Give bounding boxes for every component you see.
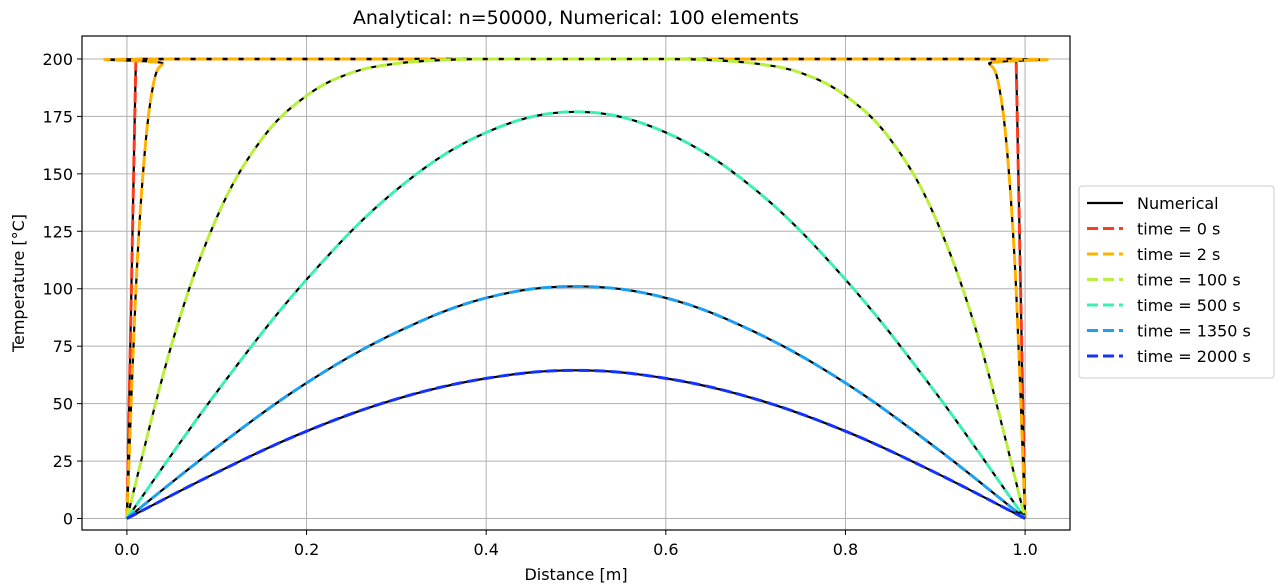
- y-tick-label: 0: [63, 510, 73, 529]
- legend-label: time = 100 s: [1137, 271, 1241, 290]
- analytical-line-3: [125, 110, 1027, 520]
- y-tick-label: 25: [53, 452, 73, 471]
- x-tick-label: 0.0: [114, 540, 139, 559]
- analytical-line-1: [103, 57, 1049, 519]
- series-layer: [103, 57, 1049, 520]
- numerical-line-4: [126, 285, 1026, 520]
- numerical-line-3: [126, 110, 1026, 520]
- chart-title: Analytical: n=50000, Numerical: 100 elem…: [353, 7, 799, 29]
- y-tick-label: 175: [42, 107, 73, 126]
- y-tick-label: 50: [53, 395, 73, 414]
- plot-frame: [81, 35, 1071, 531]
- legend-label: time = 500 s: [1137, 296, 1241, 315]
- y-tick-label: 125: [42, 222, 73, 241]
- legend-frame: [1078, 185, 1275, 379]
- legend-label: time = 0 s: [1137, 220, 1220, 239]
- x-axis-title: Distance [m]: [524, 565, 627, 584]
- x-tick-label: 1.0: [1012, 540, 1037, 559]
- legend: Numerical time = 0 s time = 2 s time = 100 …: [1078, 185, 1275, 379]
- numerical-line-5: [126, 369, 1026, 520]
- y-tick-label: 75: [53, 337, 73, 356]
- analytical-line-5: [126, 368, 1026, 520]
- legend-label: time = 1350 s: [1137, 322, 1251, 341]
- legend-label: time = 2 s: [1137, 245, 1220, 264]
- x-tick-label: 0.2: [294, 540, 319, 559]
- y-tick-label: 200: [42, 50, 73, 69]
- y-tick-label: 100: [42, 280, 73, 299]
- x-tick-label: 0.6: [653, 540, 678, 559]
- y-tick-label: 150: [42, 165, 73, 184]
- analytical-line-4: [125, 284, 1027, 520]
- analytical-line-2: [125, 57, 1027, 519]
- x-tick-label: 0.4: [473, 540, 498, 559]
- grid: [82, 36, 1070, 530]
- legend-label: Numerical: [1137, 194, 1219, 213]
- y-axis-title: Temperature [°C]: [9, 214, 28, 353]
- x-tick-label: 0.8: [833, 540, 858, 559]
- axis-ticks: 0.0 0.2 0.4 0.6 0.8 1.0 0 25 50 75 100 125 150 175 200: [42, 50, 1037, 559]
- legend-label: time = 2000 s: [1137, 347, 1251, 366]
